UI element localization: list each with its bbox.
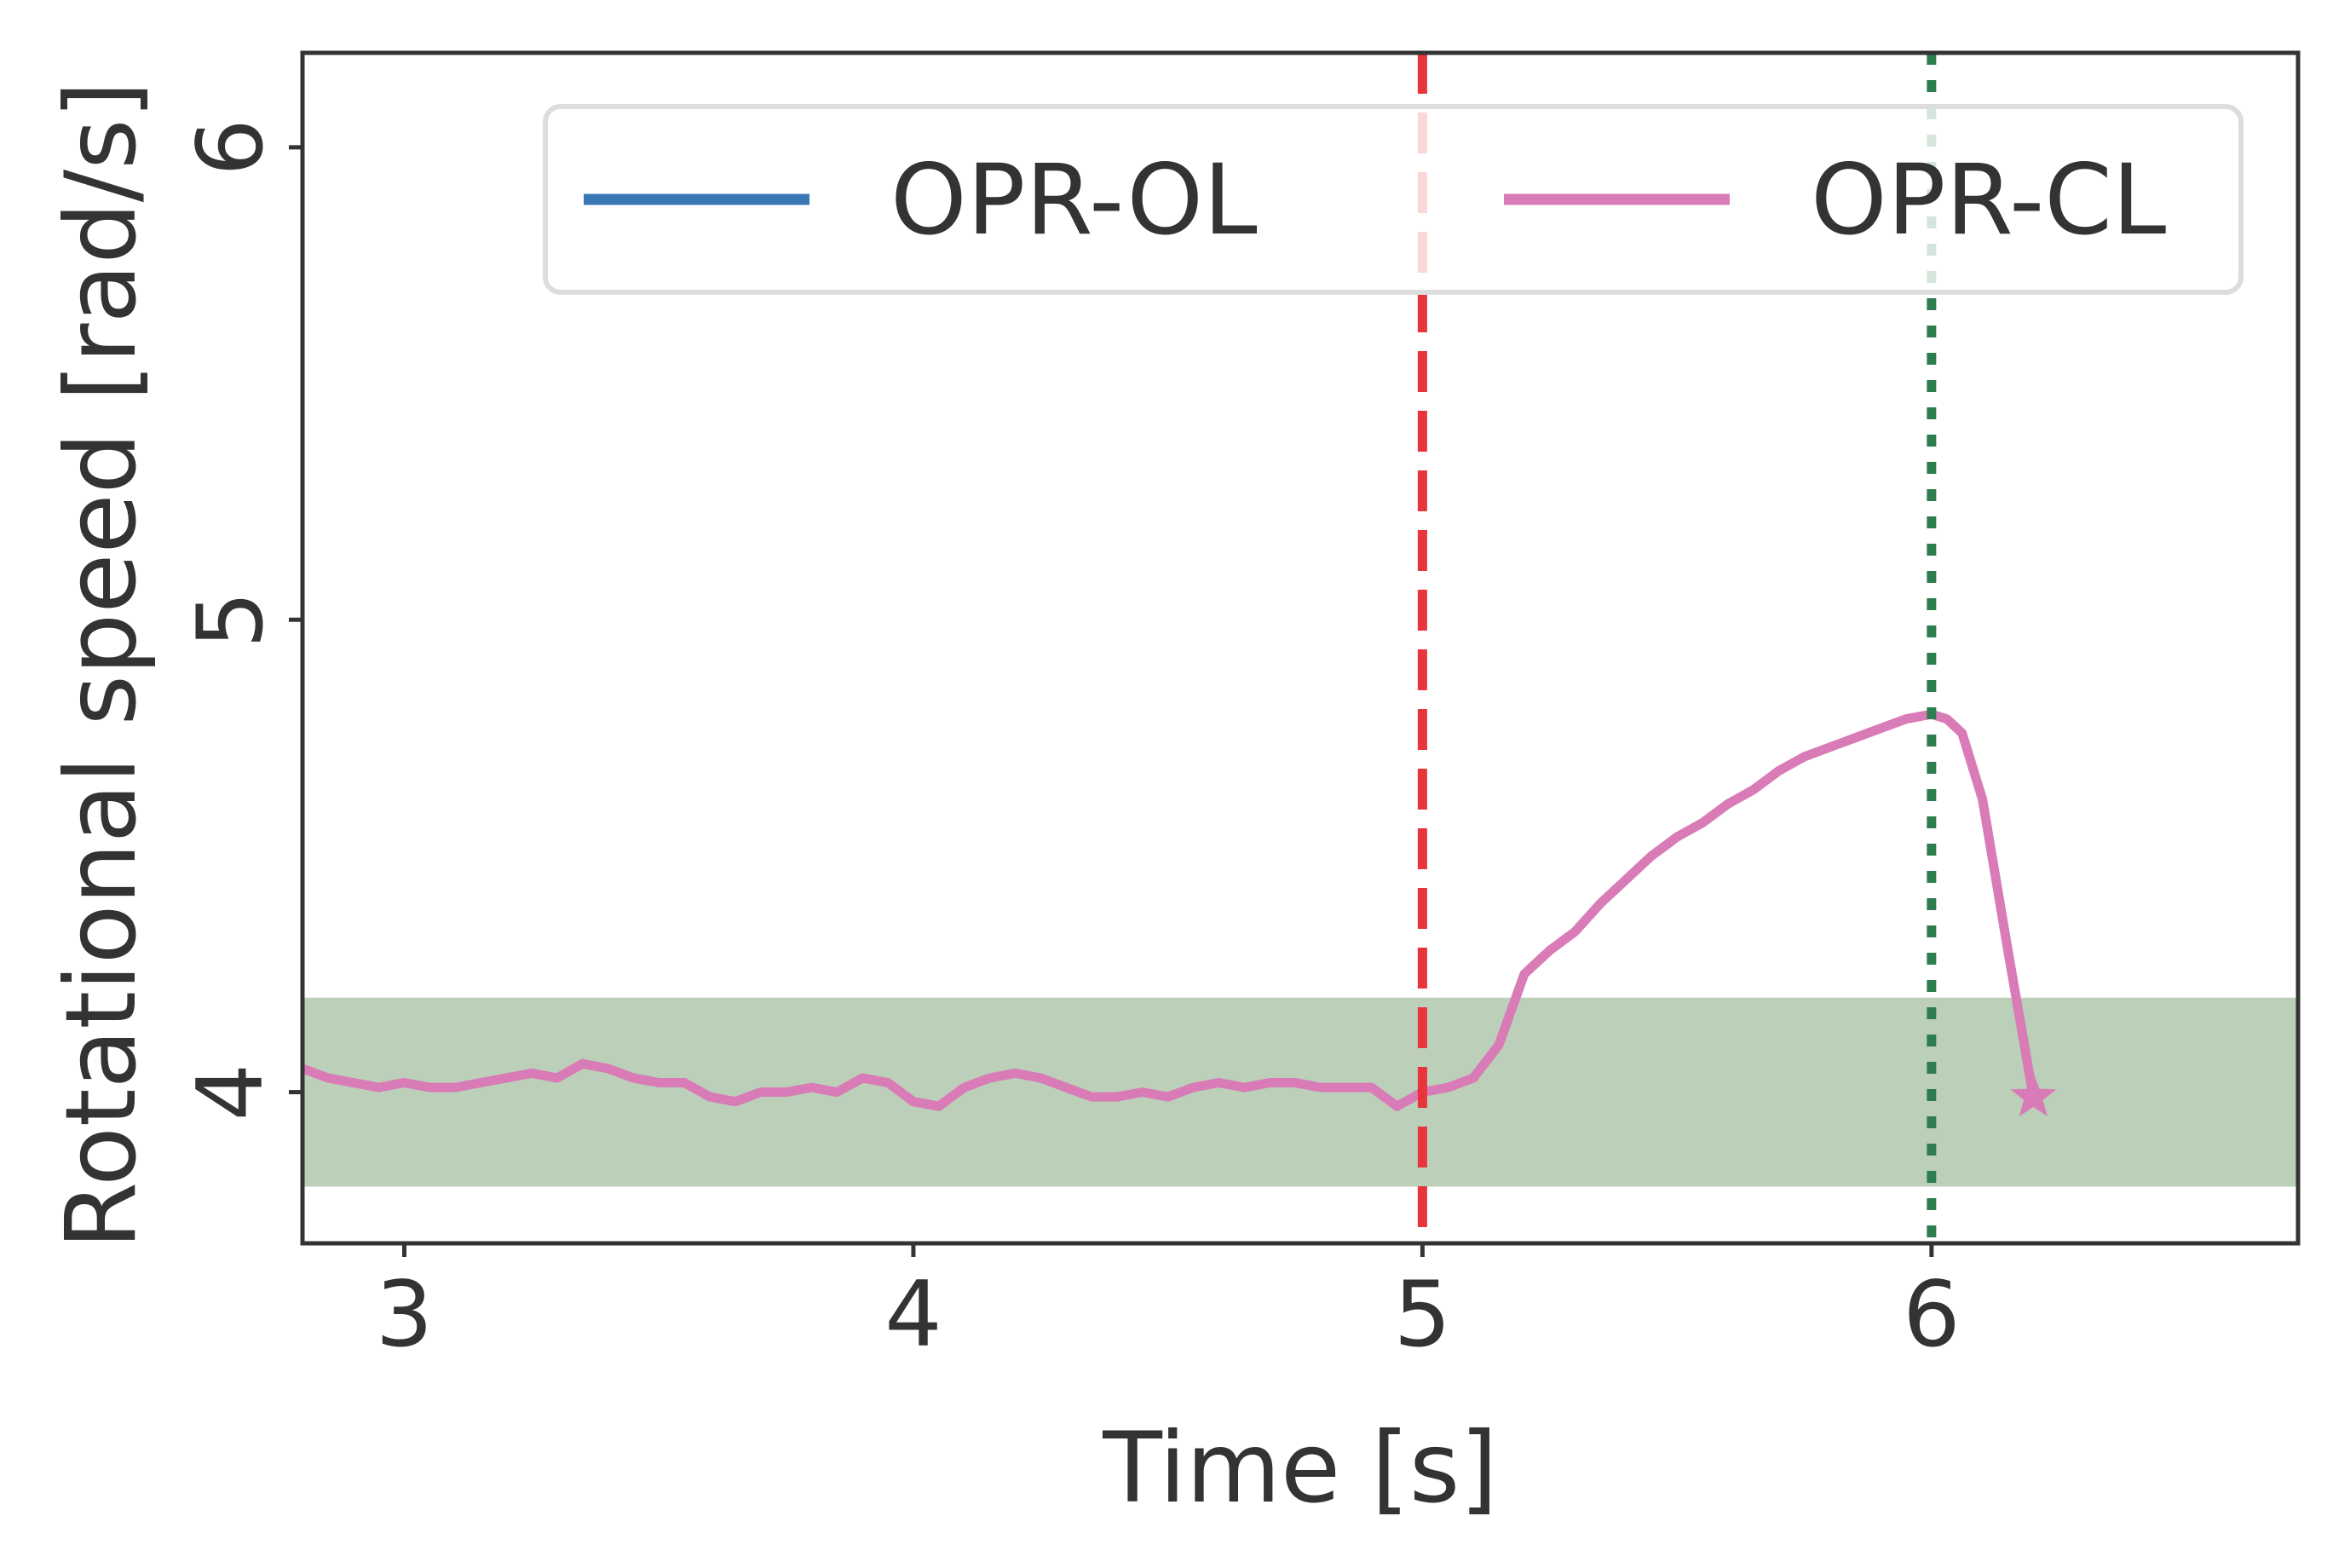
x-tick-label: 5: [1394, 1262, 1451, 1367]
legend-label-opr-cl: OPR-CL: [1811, 143, 2166, 257]
plot-area: [302, 53, 2298, 1243]
tolerance-band: [302, 997, 2298, 1187]
axis-ticks: 3 4 5 6 4 5 6: [178, 118, 1961, 1367]
series-line-opr-cl: [302, 709, 2038, 1111]
plot-contents: [302, 53, 2298, 1243]
end-star-marker: [2010, 1072, 2057, 1117]
y-tick-label: 4: [178, 1064, 283, 1121]
y-axis-label: Rotational speed [rad/s]: [44, 81, 158, 1249]
x-axis-label: Time [s]: [1102, 1411, 1498, 1525]
x-tick-label: 4: [884, 1262, 942, 1367]
axes-frame: [300, 50, 2301, 1246]
legend: OPR-OL OPR-CL: [543, 104, 2244, 295]
x-tick-label: 3: [376, 1262, 433, 1367]
legend-label-opr-ol: OPR-OL: [890, 143, 1258, 257]
x-tick-label: 6: [1903, 1262, 1960, 1367]
y-tick-label: 6: [178, 118, 283, 176]
y-tick-label: 5: [178, 591, 283, 649]
legend-box: [543, 104, 2244, 295]
